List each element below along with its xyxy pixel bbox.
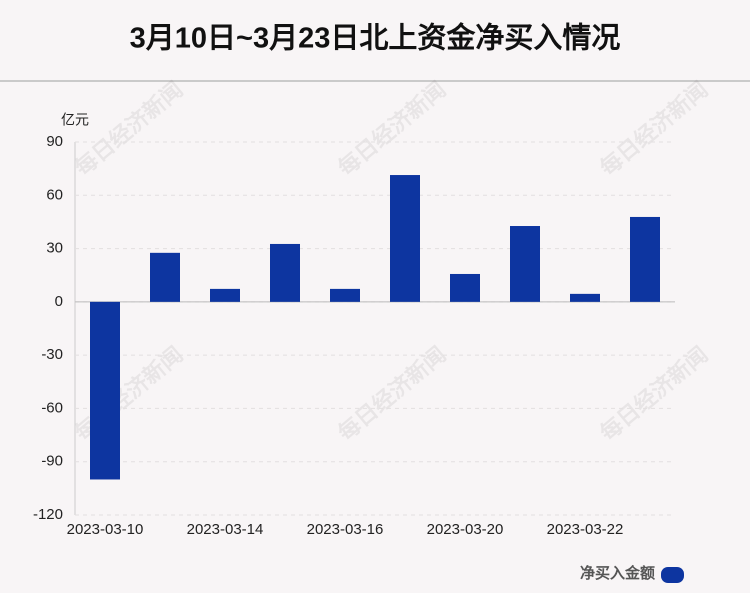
- y-tick-label: -90: [41, 453, 63, 470]
- bar: [210, 288, 240, 302]
- bar: [570, 293, 600, 302]
- y-tick-label: 0: [55, 293, 63, 310]
- bar: [90, 301, 120, 480]
- x-tick-label: 2023-03-22: [547, 521, 624, 538]
- bar: [450, 273, 480, 302]
- bar: [330, 288, 360, 302]
- y-tick-label: 30: [46, 240, 63, 257]
- legend-swatch: [661, 567, 684, 583]
- bar: [270, 243, 300, 302]
- y-tick-label: 90: [46, 133, 63, 150]
- y-tick-label: -60: [41, 399, 63, 416]
- x-tick-label: 2023-03-10: [67, 521, 144, 538]
- bar: [510, 226, 540, 302]
- y-unit: 亿元: [61, 112, 89, 128]
- chart-title: 3月10日~3月23日北上资金净买入情况: [130, 21, 621, 55]
- x-tick-label: 2023-03-16: [307, 521, 384, 538]
- y-tick-label: 60: [46, 186, 63, 203]
- y-tick-label: -120: [33, 506, 63, 523]
- x-tick-label: 2023-03-20: [427, 521, 504, 538]
- legend-label: 净买入金额: [580, 564, 655, 582]
- bar: [150, 252, 180, 302]
- bar: [630, 216, 660, 302]
- x-tick-label: 2023-03-14: [187, 521, 264, 538]
- bar: [390, 175, 420, 302]
- y-tick-label: -30: [41, 346, 63, 363]
